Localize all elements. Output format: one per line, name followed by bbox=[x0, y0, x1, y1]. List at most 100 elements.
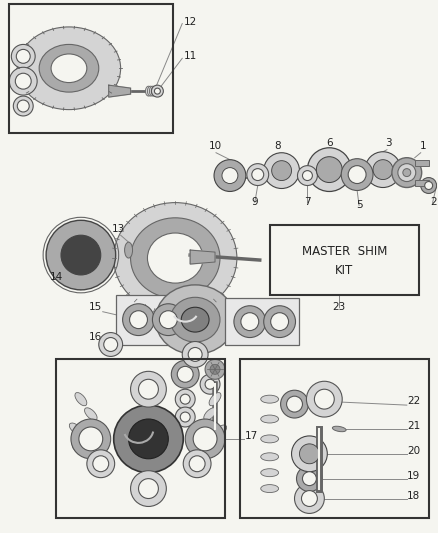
Ellipse shape bbox=[403, 168, 411, 176]
Text: 9: 9 bbox=[251, 197, 258, 207]
Circle shape bbox=[9, 67, 37, 95]
Circle shape bbox=[79, 427, 103, 451]
Circle shape bbox=[264, 153, 300, 189]
Circle shape bbox=[185, 419, 225, 459]
Ellipse shape bbox=[149, 86, 155, 96]
Ellipse shape bbox=[114, 405, 183, 473]
Circle shape bbox=[272, 160, 292, 181]
Circle shape bbox=[87, 450, 115, 478]
Circle shape bbox=[138, 479, 159, 498]
Ellipse shape bbox=[261, 453, 279, 461]
Circle shape bbox=[348, 166, 366, 183]
Text: 12: 12 bbox=[184, 17, 197, 27]
Text: 23: 23 bbox=[332, 302, 346, 312]
Text: 20: 20 bbox=[407, 446, 420, 456]
Ellipse shape bbox=[72, 443, 85, 455]
Circle shape bbox=[11, 44, 35, 68]
Ellipse shape bbox=[261, 415, 279, 423]
Text: 5: 5 bbox=[356, 200, 362, 211]
Bar bbox=[240, 359, 429, 519]
Ellipse shape bbox=[261, 484, 279, 492]
Circle shape bbox=[13, 96, 33, 116]
Ellipse shape bbox=[261, 395, 279, 403]
Text: 6: 6 bbox=[326, 138, 332, 148]
Circle shape bbox=[303, 472, 316, 486]
Ellipse shape bbox=[152, 86, 157, 96]
Ellipse shape bbox=[85, 408, 97, 421]
Text: 15: 15 bbox=[89, 302, 102, 312]
Bar bbox=[415, 160, 429, 166]
Circle shape bbox=[188, 348, 202, 361]
Text: 10: 10 bbox=[208, 141, 222, 151]
Circle shape bbox=[247, 164, 268, 185]
Circle shape bbox=[152, 85, 163, 97]
Circle shape bbox=[301, 490, 318, 506]
Text: 11: 11 bbox=[184, 51, 197, 61]
Circle shape bbox=[61, 235, 101, 275]
Ellipse shape bbox=[181, 307, 209, 332]
Circle shape bbox=[281, 390, 308, 418]
Circle shape bbox=[159, 311, 177, 329]
Ellipse shape bbox=[51, 54, 87, 83]
Text: KIT: KIT bbox=[335, 264, 353, 277]
Text: 17: 17 bbox=[245, 431, 258, 441]
Text: 1: 1 bbox=[420, 141, 426, 151]
Bar bbox=[415, 180, 429, 185]
Circle shape bbox=[297, 466, 322, 491]
Circle shape bbox=[365, 152, 401, 188]
Ellipse shape bbox=[153, 86, 159, 96]
Circle shape bbox=[155, 88, 160, 94]
Text: 16: 16 bbox=[89, 332, 102, 342]
Circle shape bbox=[314, 389, 334, 409]
Circle shape bbox=[222, 168, 238, 183]
Circle shape bbox=[71, 419, 111, 459]
Text: 22: 22 bbox=[407, 396, 420, 406]
Circle shape bbox=[99, 333, 123, 357]
Circle shape bbox=[193, 427, 217, 451]
Ellipse shape bbox=[261, 469, 279, 477]
Ellipse shape bbox=[398, 164, 416, 182]
Ellipse shape bbox=[145, 86, 152, 96]
Ellipse shape bbox=[17, 27, 120, 110]
Text: 18: 18 bbox=[407, 490, 420, 500]
Ellipse shape bbox=[148, 233, 203, 283]
Circle shape bbox=[182, 342, 208, 367]
Circle shape bbox=[373, 160, 393, 180]
Circle shape bbox=[252, 168, 264, 181]
Circle shape bbox=[46, 220, 116, 290]
Circle shape bbox=[17, 100, 29, 112]
Ellipse shape bbox=[204, 408, 216, 421]
Bar bbox=[116, 295, 190, 344]
Ellipse shape bbox=[124, 242, 133, 258]
Circle shape bbox=[264, 306, 296, 337]
Ellipse shape bbox=[129, 419, 168, 459]
Bar bbox=[56, 359, 225, 519]
Ellipse shape bbox=[131, 218, 220, 298]
Circle shape bbox=[131, 471, 166, 506]
Circle shape bbox=[292, 436, 327, 472]
Text: 2: 2 bbox=[430, 197, 437, 207]
Ellipse shape bbox=[39, 44, 99, 92]
Text: 8: 8 bbox=[274, 141, 281, 151]
Circle shape bbox=[307, 381, 342, 417]
Text: 21: 21 bbox=[407, 421, 420, 431]
Ellipse shape bbox=[148, 86, 153, 96]
Circle shape bbox=[294, 483, 324, 513]
Circle shape bbox=[205, 379, 215, 389]
Circle shape bbox=[16, 50, 30, 63]
Circle shape bbox=[15, 73, 31, 89]
Circle shape bbox=[131, 372, 166, 407]
Circle shape bbox=[234, 306, 266, 337]
Ellipse shape bbox=[155, 285, 235, 354]
Circle shape bbox=[104, 337, 118, 351]
Circle shape bbox=[180, 412, 190, 422]
Circle shape bbox=[175, 407, 195, 427]
Text: 3: 3 bbox=[385, 138, 392, 148]
Ellipse shape bbox=[205, 359, 225, 379]
Ellipse shape bbox=[114, 203, 237, 313]
Circle shape bbox=[341, 159, 373, 190]
Circle shape bbox=[300, 444, 319, 464]
Circle shape bbox=[286, 396, 303, 412]
Ellipse shape bbox=[69, 423, 82, 435]
Ellipse shape bbox=[209, 392, 221, 406]
